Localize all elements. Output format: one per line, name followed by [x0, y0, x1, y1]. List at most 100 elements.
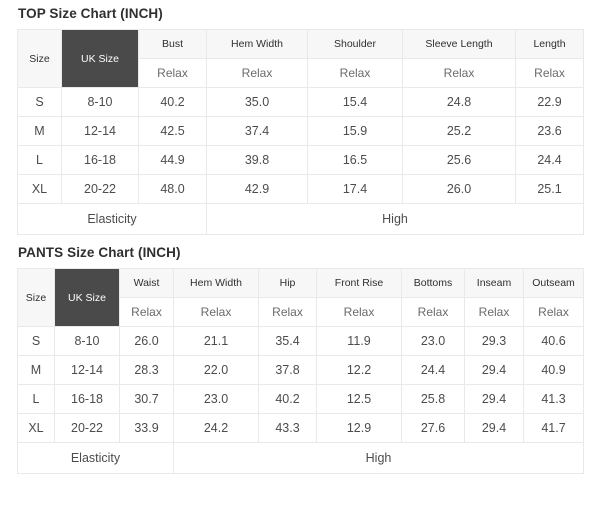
pants-table-body: S 8-10 26.0 21.1 35.4 11.9 23.0 29.3 40.6 M 12-14 2… [17, 326, 584, 443]
top-cell-shoulder: 15.9 [307, 116, 403, 146]
pants-cell-hip: 40.2 [258, 384, 317, 414]
top-header-fit: Relax [138, 58, 207, 88]
table-row: XL 20-22 33.9 24.2 43.3 12.9 27.6 29.4 41.7 [17, 413, 584, 443]
pants-header-fit: Relax [523, 297, 584, 327]
top-cell-shoulder: 17.4 [307, 174, 403, 204]
pants-cell-hem-width: 21.1 [173, 326, 259, 356]
top-cell-size: L [17, 145, 62, 175]
pants-header-fit: Relax [316, 297, 402, 327]
top-cell-bust: 40.2 [138, 87, 207, 117]
top-size-table: Size UK Size Bust Hem Width Shoulder Sle… [17, 29, 584, 235]
pants-header-fit: Relax [173, 297, 259, 327]
pants-cell-hem-width: 22.0 [173, 355, 259, 385]
top-cell-length: 25.1 [515, 174, 584, 204]
pants-cell-bottoms: 23.0 [401, 326, 465, 356]
top-cell-uk-size: 8-10 [61, 87, 139, 117]
top-header-measurement: Hem Width [206, 29, 308, 59]
top-header-measurement: Shoulder [307, 29, 403, 59]
pants-cell-front-rise: 12.2 [316, 355, 402, 385]
pants-header-row-fit: Relax Relax Relax Relax Relax Relax Rela… [18, 297, 584, 327]
top-cell-hem-width: 42.9 [206, 174, 308, 204]
pants-cell-hip: 43.3 [258, 413, 317, 443]
top-cell-uk-size: 16-18 [61, 145, 139, 175]
table-row: M 12-14 28.3 22.0 37.8 12.2 24.4 29.4 40.9 [17, 355, 584, 385]
pants-cell-size: S [17, 326, 55, 356]
pants-cell-bottoms: 25.8 [401, 384, 465, 414]
top-cell-length: 22.9 [515, 87, 584, 117]
pants-header-size: Size [17, 268, 55, 327]
pants-header-measurement: Hem Width [173, 268, 259, 298]
top-cell-bust: 42.5 [138, 116, 207, 146]
pants-header-measurement: Hip [258, 268, 317, 298]
top-elasticity-value: High [206, 203, 584, 235]
top-cell-sleeve-length: 25.6 [402, 145, 516, 175]
pants-header-fit: Relax [401, 297, 465, 327]
top-header-uk-size: UK Size [61, 29, 139, 88]
top-cell-uk-size: 12-14 [61, 116, 139, 146]
table-row: S 8-10 26.0 21.1 35.4 11.9 23.0 29.3 40.6 [17, 326, 584, 356]
pants-elasticity-label: Elasticity [17, 442, 174, 474]
pants-header-measurement: Inseam [464, 268, 524, 298]
top-table-foot: Elasticity High [17, 203, 584, 235]
top-cell-shoulder: 16.5 [307, 145, 403, 175]
top-header-row-names: Size UK Size Bust Hem Width Shoulder Sle… [17, 29, 584, 88]
pants-cell-inseam: 29.4 [464, 355, 524, 385]
pants-cell-front-rise: 11.9 [316, 326, 402, 356]
table-row: Elasticity High [17, 203, 584, 235]
table-row: Elasticity High [17, 442, 584, 474]
top-cell-size: M [17, 116, 62, 146]
top-cell-sleeve-length: 26.0 [402, 174, 516, 204]
pants-cell-outseam: 41.7 [523, 413, 584, 443]
top-cell-shoulder: 15.4 [307, 87, 403, 117]
top-cell-hem-width: 35.0 [206, 87, 308, 117]
pants-cell-front-rise: 12.5 [316, 384, 402, 414]
pants-elasticity-value: High [173, 442, 584, 474]
pants-table-foot: Elasticity High [17, 442, 584, 474]
top-header-fit: Relax [515, 58, 584, 88]
pants-header-fit: Relax [464, 297, 524, 327]
pants-cell-outseam: 40.6 [523, 326, 584, 356]
top-cell-length: 23.6 [515, 116, 584, 146]
pants-cell-uk-size: 8-10 [54, 326, 120, 356]
top-table-body: S 8-10 40.2 35.0 15.4 24.8 22.9 M 12-14 42.5 37.4 1… [17, 87, 584, 204]
top-cell-hem-width: 39.8 [206, 145, 308, 175]
top-header-row-fit: Relax Relax Relax Relax Relax [18, 58, 584, 88]
top-cell-uk-size: 20-22 [61, 174, 139, 204]
top-header-measurement: Bust [138, 29, 207, 59]
pants-cell-waist: 30.7 [119, 384, 174, 414]
top-header-fit: Relax [206, 58, 308, 88]
pants-cell-inseam: 29.4 [464, 384, 524, 414]
pants-cell-size: L [17, 384, 55, 414]
top-chart-title: TOP Size Chart (INCH) [18, 6, 163, 21]
pants-cell-front-rise: 12.9 [316, 413, 402, 443]
top-elasticity-label: Elasticity [17, 203, 207, 235]
pants-cell-bottoms: 27.6 [401, 413, 465, 443]
top-cell-length: 24.4 [515, 145, 584, 175]
table-row: L 16-18 44.9 39.8 16.5 25.6 24.4 [17, 145, 584, 175]
pants-cell-hip: 37.8 [258, 355, 317, 385]
top-cell-size: XL [17, 174, 62, 204]
pants-size-table: Size UK Size Waist Hem Width Hip Front R… [17, 268, 584, 474]
pants-header-measurement: Outseam [523, 268, 584, 298]
pants-header-row-names: Size UK Size Waist Hem Width Hip Front R… [17, 268, 584, 327]
top-header-size: Size [17, 29, 62, 88]
pants-cell-hem-width: 24.2 [173, 413, 259, 443]
pants-cell-bottoms: 24.4 [401, 355, 465, 385]
top-header-measurement: Length [515, 29, 584, 59]
top-cell-bust: 44.9 [138, 145, 207, 175]
pants-cell-inseam: 29.3 [464, 326, 524, 356]
pants-header-measurement: Waist [119, 268, 174, 298]
pants-cell-outseam: 40.9 [523, 355, 584, 385]
top-cell-sleeve-length: 25.2 [402, 116, 516, 146]
pants-cell-waist: 33.9 [119, 413, 174, 443]
pants-chart-title: PANTS Size Chart (INCH) [18, 245, 181, 260]
top-size-chart-block: TOP Size Chart (INCH) Size UK Size Bust … [0, 0, 600, 235]
pants-cell-hem-width: 23.0 [173, 384, 259, 414]
pants-cell-uk-size: 16-18 [54, 384, 120, 414]
pants-cell-uk-size: 12-14 [54, 355, 120, 385]
pants-header-measurement: Bottoms [401, 268, 465, 298]
pants-header-fit: Relax [258, 297, 317, 327]
table-row: M 12-14 42.5 37.4 15.9 25.2 23.6 [17, 116, 584, 146]
top-header-fit: Relax [307, 58, 403, 88]
